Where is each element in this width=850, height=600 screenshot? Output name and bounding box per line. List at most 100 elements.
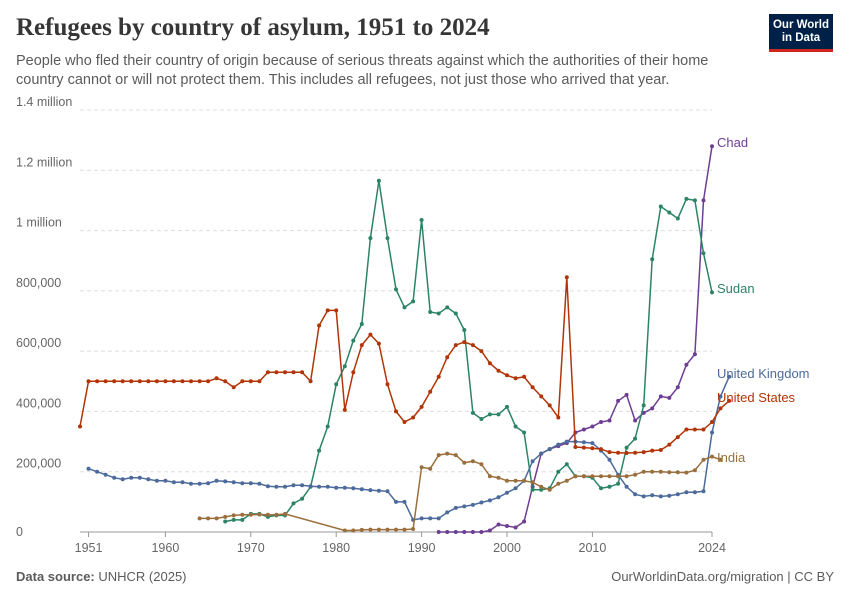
data-point-india[interactable] bbox=[701, 457, 706, 462]
data-point-united-kingdom[interactable] bbox=[701, 489, 706, 494]
data-point-united-states[interactable] bbox=[684, 427, 689, 432]
data-point-united-kingdom[interactable] bbox=[581, 440, 586, 445]
data-point-united-states[interactable] bbox=[189, 379, 193, 384]
data-point-united-states[interactable] bbox=[231, 385, 236, 390]
data-point-united-kingdom[interactable] bbox=[667, 493, 672, 498]
data-point-united-kingdom[interactable] bbox=[385, 489, 390, 494]
data-point-sudan[interactable] bbox=[334, 382, 339, 387]
series-label-united-states[interactable]: United States bbox=[717, 390, 796, 405]
data-point-chad[interactable] bbox=[650, 406, 655, 411]
series-label-india[interactable]: India bbox=[717, 450, 746, 465]
data-point-india[interactable] bbox=[351, 528, 356, 533]
data-point-sudan[interactable] bbox=[530, 487, 535, 492]
data-point-india[interactable] bbox=[641, 469, 646, 474]
data-point-united-states[interactable] bbox=[547, 403, 552, 408]
data-point-united-kingdom[interactable] bbox=[394, 499, 398, 504]
data-point-united-kingdom[interactable] bbox=[223, 479, 228, 484]
data-point-chad[interactable] bbox=[505, 524, 509, 528]
data-point-united-kingdom[interactable] bbox=[718, 394, 723, 399]
data-point-chad[interactable] bbox=[658, 394, 663, 399]
data-point-united-kingdom[interactable] bbox=[462, 504, 467, 509]
data-point-sudan[interactable] bbox=[539, 487, 544, 492]
data-point-sudan[interactable] bbox=[231, 517, 236, 522]
data-point-united-states[interactable] bbox=[487, 361, 492, 366]
data-point-india[interactable] bbox=[428, 466, 433, 471]
data-point-united-states[interactable] bbox=[624, 451, 629, 455]
data-point-united-kingdom[interactable] bbox=[317, 484, 322, 489]
data-point-chad[interactable] bbox=[470, 530, 475, 534]
data-point-united-states[interactable] bbox=[411, 415, 416, 420]
data-point-india[interactable] bbox=[556, 481, 561, 486]
data-point-united-kingdom[interactable] bbox=[171, 480, 176, 485]
data-point-united-states[interactable] bbox=[291, 370, 296, 375]
data-point-india[interactable] bbox=[419, 465, 424, 470]
data-point-united-kingdom[interactable] bbox=[283, 484, 287, 489]
data-point-sudan[interactable] bbox=[342, 364, 347, 369]
data-point-india[interactable] bbox=[462, 460, 467, 465]
data-point-chad[interactable] bbox=[692, 352, 697, 357]
data-point-united-kingdom[interactable] bbox=[479, 500, 484, 505]
data-point-united-states[interactable] bbox=[701, 427, 706, 432]
data-point-india[interactable] bbox=[223, 514, 228, 519]
data-point-india[interactable] bbox=[522, 478, 527, 483]
data-point-united-kingdom[interactable] bbox=[445, 510, 450, 515]
series-line-united-states[interactable] bbox=[79, 277, 730, 454]
data-point-sudan[interactable] bbox=[445, 305, 450, 310]
data-point-united-kingdom[interactable] bbox=[240, 481, 245, 486]
data-point-united-states[interactable] bbox=[667, 442, 672, 447]
data-point-india[interactable] bbox=[539, 484, 544, 489]
data-point-united-kingdom[interactable] bbox=[658, 494, 663, 499]
data-point-sudan[interactable] bbox=[240, 517, 245, 522]
data-point-united-states[interactable] bbox=[581, 445, 586, 450]
data-point-india[interactable] bbox=[710, 454, 714, 459]
series-line-chad[interactable] bbox=[438, 146, 713, 533]
data-point-united-kingdom[interactable] bbox=[214, 478, 219, 483]
data-point-united-states[interactable] bbox=[78, 424, 82, 429]
data-point-india[interactable] bbox=[342, 528, 347, 533]
data-point-chad[interactable] bbox=[675, 385, 680, 390]
data-point-sudan[interactable] bbox=[317, 448, 322, 453]
data-point-chad[interactable] bbox=[436, 530, 441, 534]
data-point-united-states[interactable] bbox=[342, 407, 347, 412]
data-point-sudan[interactable] bbox=[684, 196, 689, 201]
data-point-united-kingdom[interactable] bbox=[624, 484, 629, 489]
data-point-united-states[interactable] bbox=[308, 379, 313, 384]
data-point-india[interactable] bbox=[505, 478, 509, 483]
data-point-sudan[interactable] bbox=[453, 311, 458, 316]
data-point-united-states[interactable] bbox=[428, 389, 433, 394]
data-point-united-states[interactable] bbox=[359, 343, 364, 348]
data-point-india[interactable] bbox=[633, 472, 638, 477]
data-point-united-states[interactable] bbox=[718, 406, 723, 411]
data-point-chad[interactable] bbox=[487, 528, 492, 533]
data-point-chad[interactable] bbox=[496, 522, 501, 527]
data-point-united-states[interactable] bbox=[283, 370, 287, 375]
data-point-united-kingdom[interactable] bbox=[470, 502, 475, 507]
data-point-united-states[interactable] bbox=[616, 450, 621, 455]
data-point-india[interactable] bbox=[616, 474, 621, 479]
data-point-sudan[interactable] bbox=[436, 311, 441, 316]
data-point-india[interactable] bbox=[240, 512, 245, 517]
data-point-sudan[interactable] bbox=[462, 328, 467, 332]
data-point-united-kingdom[interactable] bbox=[650, 493, 655, 498]
data-point-chad[interactable] bbox=[607, 418, 612, 423]
data-point-united-kingdom[interactable] bbox=[684, 490, 689, 495]
data-point-sudan[interactable] bbox=[641, 403, 646, 408]
data-point-united-kingdom[interactable] bbox=[556, 442, 561, 447]
data-point-sudan[interactable] bbox=[325, 424, 330, 429]
data-point-united-kingdom[interactable] bbox=[530, 459, 535, 464]
data-point-united-kingdom[interactable] bbox=[257, 481, 262, 486]
data-point-sudan[interactable] bbox=[564, 462, 569, 467]
data-point-india[interactable] bbox=[283, 511, 287, 516]
data-point-chad[interactable] bbox=[453, 530, 458, 534]
data-point-united-kingdom[interactable] bbox=[376, 488, 381, 493]
data-point-sudan[interactable] bbox=[513, 424, 518, 429]
data-point-chad[interactable] bbox=[462, 530, 467, 534]
data-point-united-kingdom[interactable] bbox=[539, 451, 544, 456]
data-point-united-states[interactable] bbox=[317, 323, 322, 328]
data-point-united-states[interactable] bbox=[727, 398, 732, 403]
data-point-united-states[interactable] bbox=[137, 379, 142, 384]
data-point-united-kingdom[interactable] bbox=[180, 480, 185, 485]
data-point-united-kingdom[interactable] bbox=[487, 498, 492, 503]
data-point-united-kingdom[interactable] bbox=[633, 492, 638, 497]
data-point-chad[interactable] bbox=[684, 362, 689, 367]
